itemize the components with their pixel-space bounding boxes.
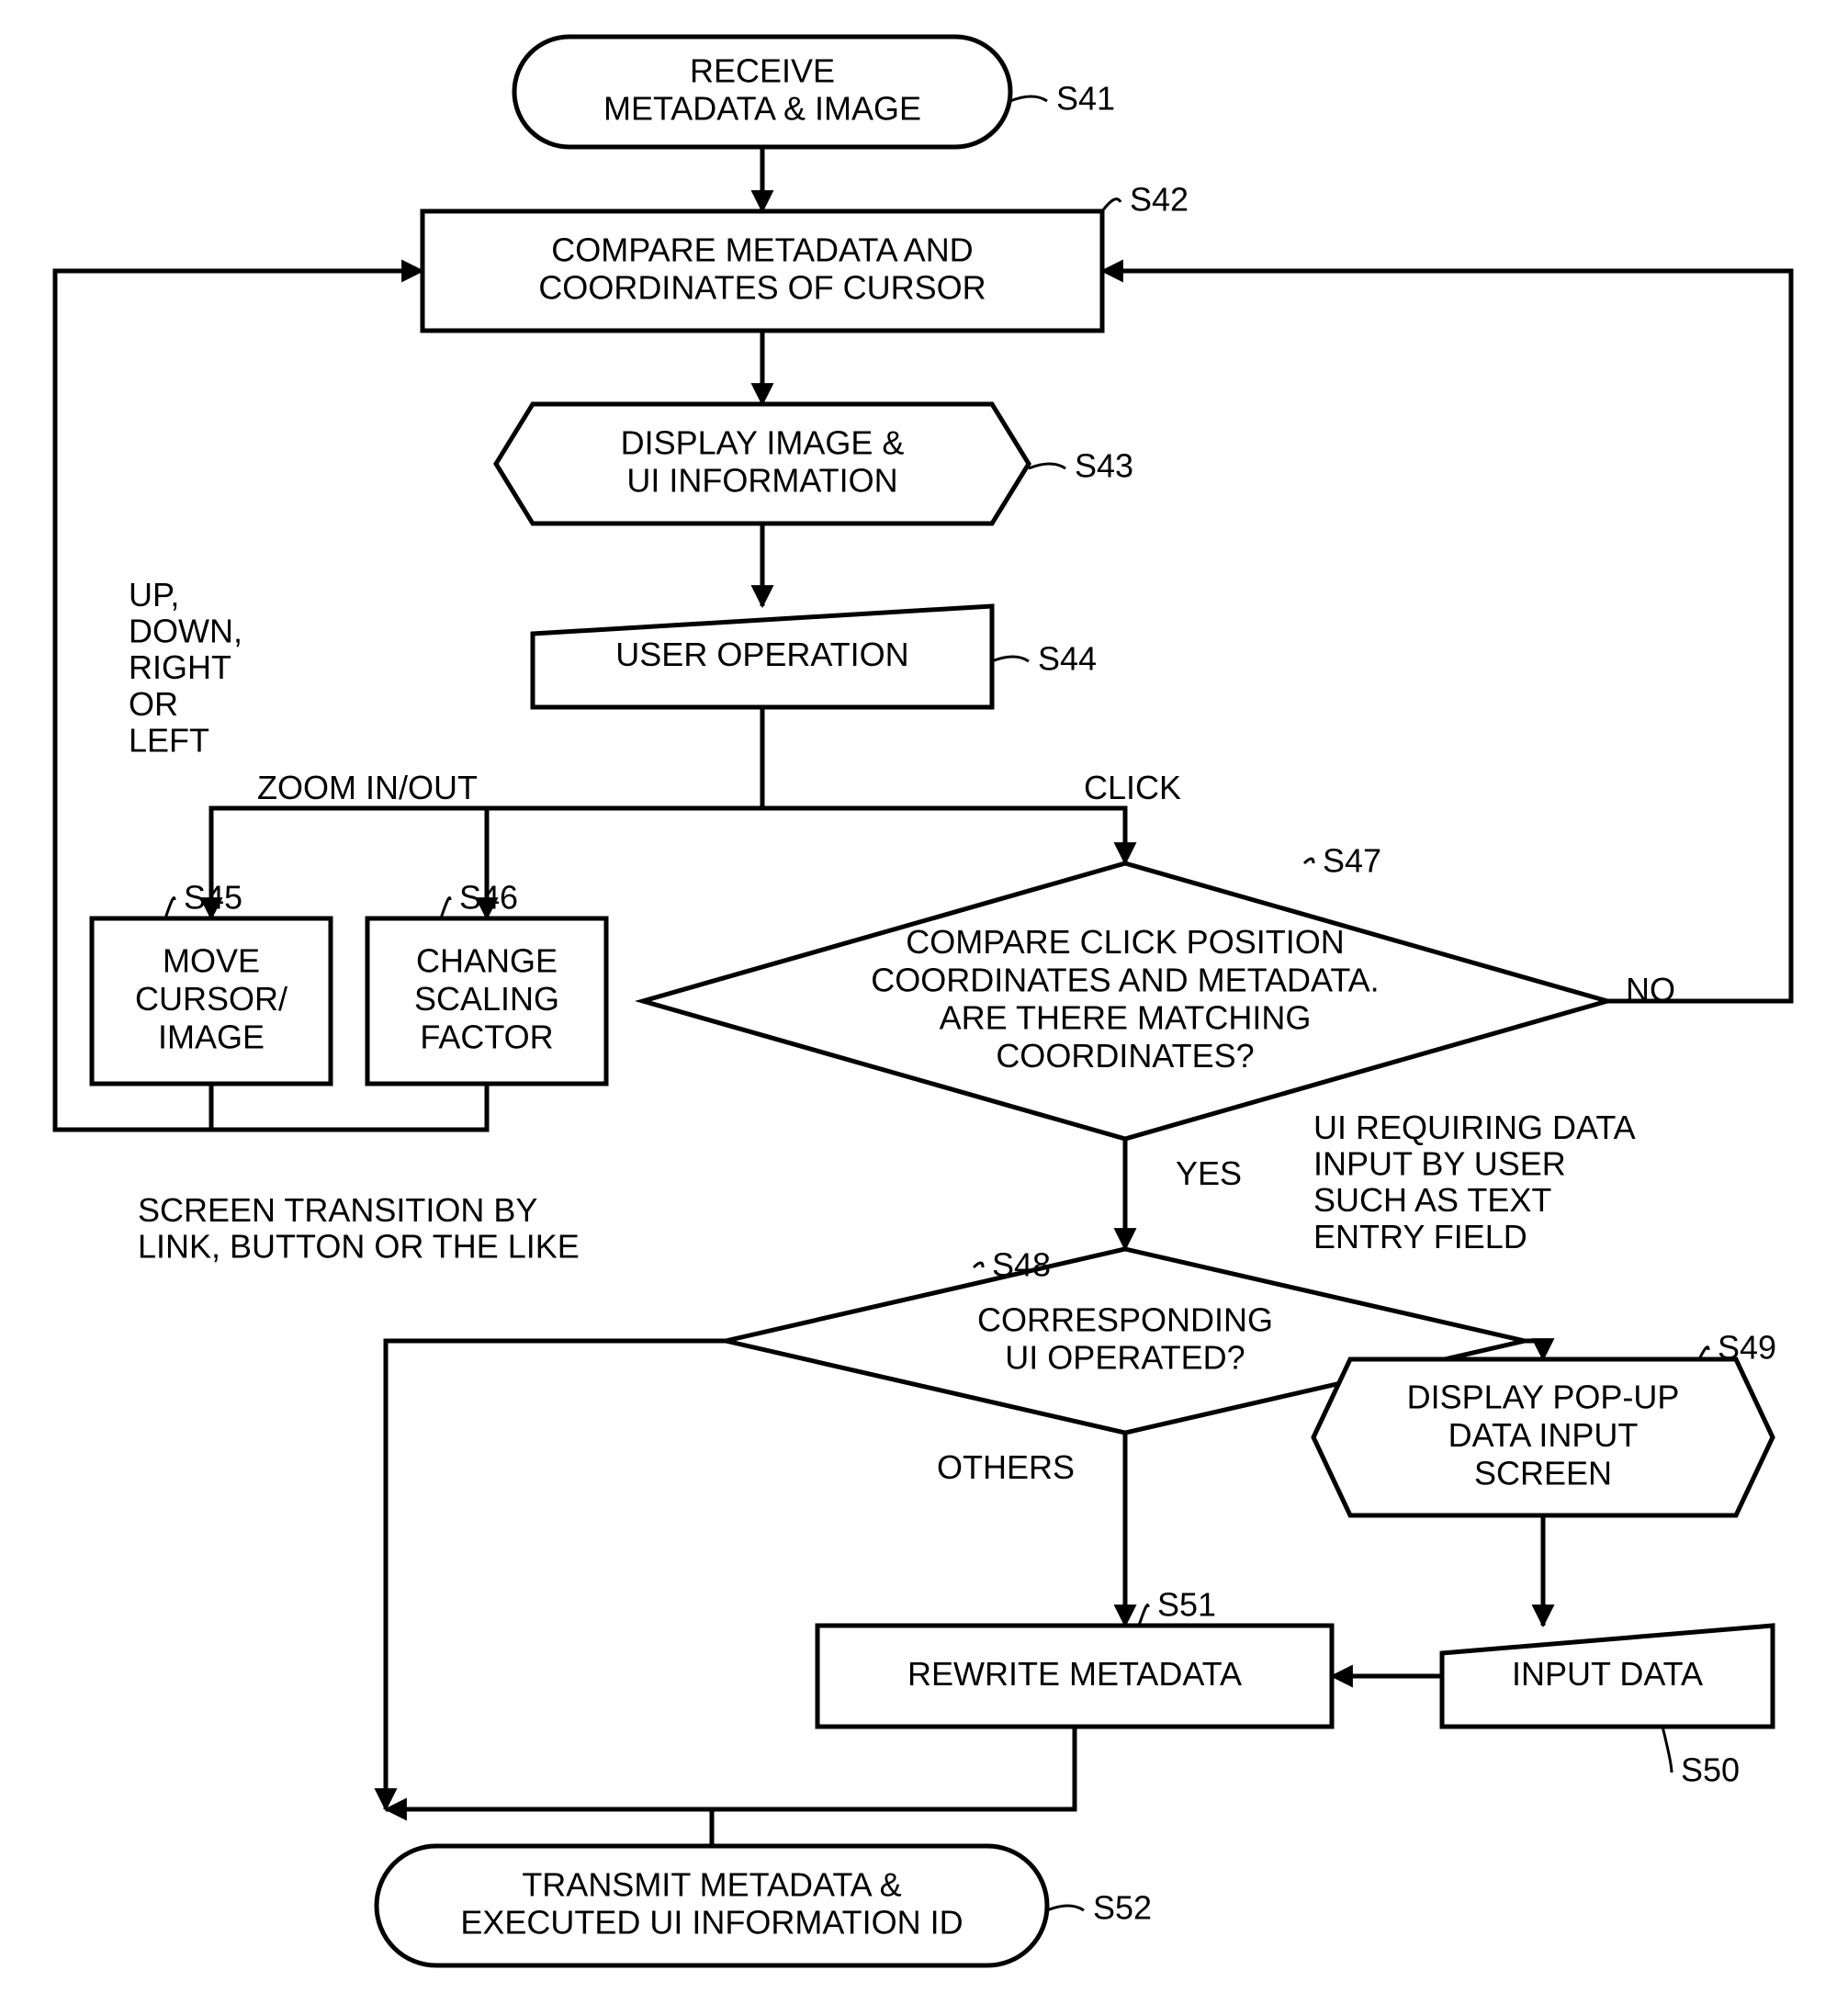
annotation: SCREEN TRANSITION BYLINK, BUTTON OR THE … bbox=[138, 1191, 580, 1266]
step-label: S50 bbox=[1681, 1751, 1740, 1789]
step-label: S51 bbox=[1157, 1586, 1216, 1624]
step-label: S52 bbox=[1093, 1889, 1152, 1927]
step-label: S45 bbox=[184, 879, 242, 917]
annotation: UI REQUIRING DATAINPUT BY USERSUCH AS TE… bbox=[1313, 1109, 1636, 1255]
step-label: S43 bbox=[1075, 447, 1133, 485]
edge bbox=[1525, 1341, 1543, 1359]
svg-text:COMPARE METADATA ANDCOORDINATE: COMPARE METADATA ANDCOORDINATES OF CURSO… bbox=[538, 231, 986, 306]
svg-text:USER OPERATION: USER OPERATION bbox=[615, 636, 908, 673]
step-label: S49 bbox=[1718, 1329, 1776, 1367]
annotation: OTHERS bbox=[937, 1448, 1075, 1486]
annotation: ZOOM IN/OUT bbox=[257, 769, 478, 806]
annotation: YES bbox=[1176, 1154, 1242, 1192]
step-label: S42 bbox=[1130, 181, 1189, 219]
edge bbox=[386, 1809, 712, 1846]
edge bbox=[55, 1084, 487, 1130]
svg-text:INPUT DATA: INPUT DATA bbox=[1512, 1655, 1703, 1693]
annotation: NO bbox=[1626, 971, 1675, 1008]
edge bbox=[386, 1341, 726, 1809]
svg-text:TRANSMIT METADATA &EXECUTED UI: TRANSMIT METADATA &EXECUTED UI INFORMATI… bbox=[460, 1865, 963, 1941]
edge bbox=[762, 808, 1125, 863]
step-label: S41 bbox=[1056, 80, 1115, 118]
step-label: S44 bbox=[1038, 640, 1097, 678]
edge bbox=[386, 1727, 1075, 1809]
annotation: UP,DOWN,RIGHTORLEFT bbox=[129, 576, 242, 759]
step-label: S47 bbox=[1323, 842, 1381, 880]
annotation: CLICK bbox=[1084, 769, 1181, 806]
svg-text:DISPLAY IMAGE &UI INFORMATION: DISPLAY IMAGE &UI INFORMATION bbox=[621, 423, 905, 499]
svg-text:CHANGESCALINGFACTOR: CHANGESCALINGFACTOR bbox=[414, 941, 559, 1055]
step-label: S46 bbox=[459, 879, 518, 917]
edge bbox=[487, 808, 762, 918]
step-label: S48 bbox=[992, 1246, 1051, 1284]
svg-text:CORRESPONDINGUI OPERATED?: CORRESPONDINGUI OPERATED? bbox=[977, 1300, 1273, 1376]
flowchart-canvas: RECEIVEMETADATA & IMAGES41COMPARE METADA… bbox=[0, 0, 1848, 2010]
svg-text:REWRITE METADATA: REWRITE METADATA bbox=[907, 1655, 1242, 1693]
